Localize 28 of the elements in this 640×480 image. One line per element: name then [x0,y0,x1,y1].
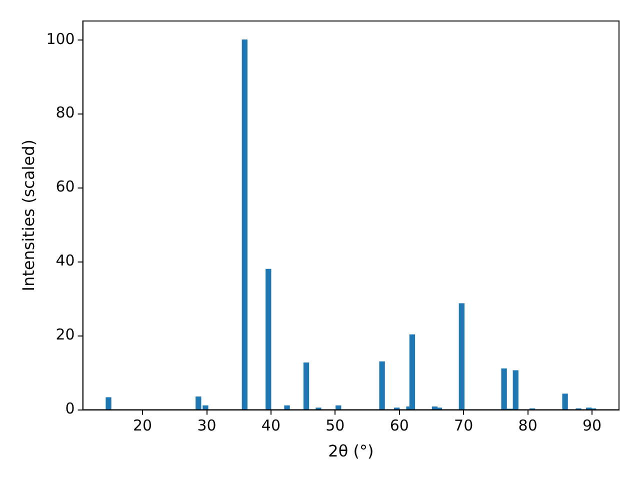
bar [562,394,568,410]
x-tick-label: 50 [326,416,345,435]
y-tick-label: 20 [56,326,75,344]
x-tick-label: 90 [582,416,602,435]
x-tick-label: 70 [454,416,474,435]
bar [379,361,385,410]
bar [512,370,518,410]
bar [409,334,416,410]
bar [303,362,310,410]
x-tick-label: 60 [390,416,409,435]
bar [336,405,342,410]
bar [106,397,112,410]
x-tick-label: 30 [197,416,216,435]
y-tick-label: 0 [65,400,75,418]
y-tick-label: 80 [56,104,75,122]
bar [501,368,507,410]
x-tick-label: 20 [133,416,152,435]
x-tick-label: 80 [518,416,538,435]
y-tick-label: 40 [56,252,75,270]
bar [284,405,290,410]
y-axis-title: Intensities (scaled) [18,140,38,292]
bar [266,268,272,410]
x-axis-title: 2θ (°) [328,442,374,461]
y-tick-label: 60 [56,178,75,196]
x-tick-label: 40 [261,416,281,435]
bar [242,40,248,410]
bar [458,303,465,410]
y-tick-label: 100 [46,30,75,48]
